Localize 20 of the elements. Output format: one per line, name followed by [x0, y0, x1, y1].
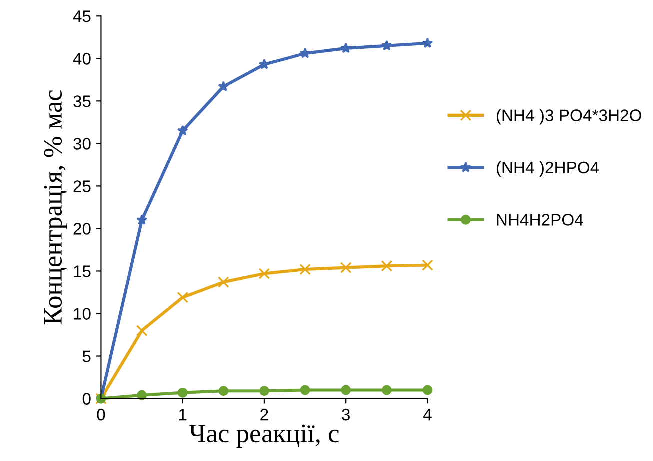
legend-label: (NH4 )2HPO4	[496, 161, 600, 177]
y-tick-label: 25	[74, 180, 91, 192]
y-axis-title: Концентрація, % мас	[44, 90, 68, 325]
x-tick-label: 4	[423, 409, 432, 421]
y-tick-label: 20	[74, 223, 91, 235]
y-tick-label: 0	[82, 393, 91, 405]
x-axis-title: Час реакції, с	[189, 424, 339, 448]
legend-label: NH4H2PO4	[497, 214, 584, 226]
x-tick-label: 3	[342, 408, 350, 421]
y-tick-label: 10	[74, 308, 91, 320]
y-tick-label: 35	[74, 96, 91, 108]
y-tick-label: 5	[82, 350, 91, 362]
y-tick-label: 45	[73, 10, 91, 22]
y-tick-label: 30	[74, 138, 91, 150]
legend-label: (NH4 )3 PO4*3H2O	[496, 109, 642, 125]
x-tick-label: 0	[97, 408, 106, 421]
y-tick-label: 15	[74, 266, 91, 278]
x-tick-label: 1	[179, 409, 187, 421]
y-tick-label: 40	[73, 53, 91, 65]
x-tick-label: 2	[260, 408, 268, 421]
